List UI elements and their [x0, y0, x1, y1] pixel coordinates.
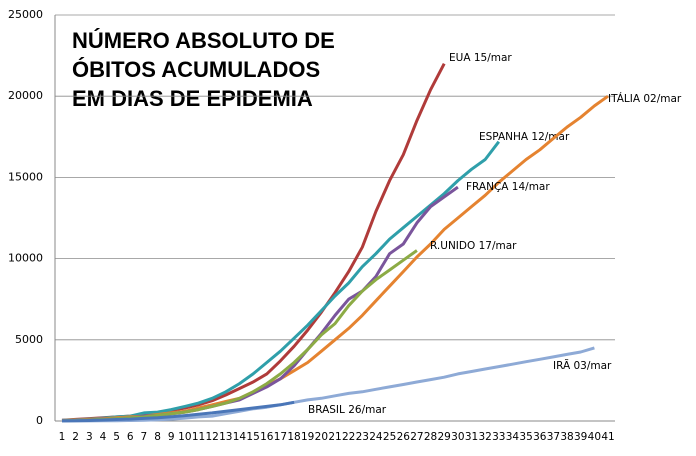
series-line: [61, 140, 500, 422]
x-tick-label: 22: [342, 431, 355, 443]
x-tick-label: 38: [560, 431, 573, 443]
x-tick-label: 31: [465, 431, 478, 443]
series-label: R.UNIDO 17/mar: [430, 240, 517, 252]
series-label: FRANÇA 14/mar: [466, 181, 550, 193]
chart-title: ÓBITOS ACUMULADOS: [72, 57, 320, 82]
x-tick-label: 35: [519, 431, 532, 443]
x-tick-label: 33: [492, 431, 505, 443]
x-tick-label: 18: [287, 431, 300, 443]
series-label: IRÃ 03/mar: [553, 359, 612, 372]
y-tick-label: 25000: [8, 8, 43, 21]
x-tick-label: 34: [506, 431, 520, 443]
x-tick-label: 27: [410, 431, 423, 443]
x-tick-label: 36: [533, 431, 547, 443]
x-tick-label: 40: [588, 431, 601, 443]
series-line: [61, 346, 595, 423]
x-tick-label: 32: [478, 431, 491, 443]
x-tick-label: 39: [574, 431, 587, 443]
x-tick-label: 7: [141, 431, 148, 443]
series-label: ESPANHA 12/mar: [479, 131, 570, 143]
x-tick-label: 1: [59, 431, 66, 443]
series-label: BRASIL 26/mar: [308, 404, 387, 416]
x-tick-label: 13: [219, 431, 232, 443]
x-tick-label: 28: [424, 431, 437, 443]
series-label: ITÁLIA 02/mar: [608, 92, 682, 105]
series-line: [61, 249, 418, 423]
x-tick-label: 5: [113, 431, 120, 443]
x-tick-label: 26: [397, 431, 411, 443]
y-tick-label: 15000: [8, 170, 43, 183]
x-tick-label: 16: [260, 431, 274, 443]
x-tick-label: 2: [72, 431, 79, 443]
x-tick-label: 41: [601, 431, 614, 443]
series-label: EUA 15/mar: [449, 52, 512, 64]
y-tick-label: 10000: [8, 252, 43, 265]
x-tick-label: 29: [438, 431, 451, 443]
x-tick-label: 30: [451, 431, 464, 443]
chart-title: EM DIAS DE EPIDEMIA: [72, 86, 313, 111]
x-tick-label: 3: [86, 431, 93, 443]
x-tick-label: 20: [315, 431, 328, 443]
x-tick-label: 8: [154, 431, 161, 443]
x-tick-label: 4: [100, 431, 107, 443]
y-tick-label: 0: [36, 414, 43, 427]
x-tick-label: 17: [274, 431, 287, 443]
series-line: [61, 400, 295, 423]
chart-title: NÚMERO ABSOLUTO DE: [72, 28, 335, 53]
x-tick-label: 6: [127, 431, 134, 443]
x-tick-label: 10: [178, 431, 191, 443]
x-tick-label: 11: [192, 431, 205, 443]
y-tick-label: 20000: [8, 89, 43, 102]
x-tick-label: 23: [356, 431, 369, 443]
y-tick-label: 5000: [15, 333, 43, 346]
x-tick-label: 25: [383, 431, 396, 443]
x-tick-label: 9: [168, 431, 175, 443]
x-tick-label: 21: [328, 431, 341, 443]
x-tick-label: 12: [205, 431, 218, 443]
x-tick-label: 15: [246, 431, 259, 443]
x-tick-label: 37: [547, 431, 560, 443]
x-tick-label: 19: [301, 431, 314, 443]
x-tick-label: 14: [233, 431, 247, 443]
x-tick-label: 24: [369, 431, 383, 443]
